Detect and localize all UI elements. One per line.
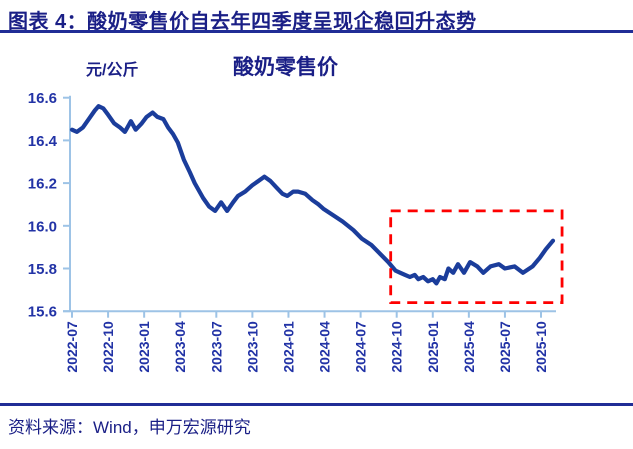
footer-divider <box>0 403 633 406</box>
x-tick-label: 2024-10 <box>389 321 405 373</box>
chart-title: 酸奶零售价 <box>233 56 338 79</box>
x-tick-label: 2023-07 <box>208 321 224 373</box>
x-tick-label: 2023-10 <box>244 321 260 373</box>
y-tick-label: 15.8 <box>28 261 57 278</box>
line-chart-canvas: 16.6 16.4 16.2 16.0 15.8 15.6 2022-07 2022-10 20… <box>28 90 564 373</box>
x-tick-label: 2022-07 <box>64 321 80 373</box>
source-note: 资料来源：Wind，申万宏源研究 <box>8 418 251 437</box>
x-tick-label: 2025-07 <box>497 321 513 373</box>
price-line <box>69 104 556 286</box>
x-tick-label: 2023-01 <box>136 321 152 373</box>
y-tick-label: 16.0 <box>28 218 57 235</box>
y-tick-label: 16.2 <box>28 176 57 193</box>
x-tick-label: 2022-10 <box>100 321 116 373</box>
y-axis-unit-label: 元/公斤 <box>86 62 139 79</box>
y-tick-label: 16.4 <box>28 133 58 150</box>
x-tick-label: 2024-01 <box>280 321 296 373</box>
y-tick-label: 16.6 <box>28 90 57 107</box>
figure-title: 图表 4：酸奶零售价自去年四季度呈现企稳回升态势 <box>8 11 477 33</box>
x-tick-label: 2023-04 <box>172 321 188 373</box>
x-tick-label: 2024-07 <box>353 321 369 373</box>
x-tick-label: 2025-10 <box>533 321 549 373</box>
y-tick-label: 15.6 <box>28 304 57 321</box>
x-tick-label: 2025-04 <box>461 321 477 373</box>
header-divider <box>0 30 633 33</box>
x-tick-label: 2025-01 <box>425 321 441 373</box>
highlight-box <box>389 209 564 305</box>
x-tick-label: 2024-04 <box>317 321 333 373</box>
